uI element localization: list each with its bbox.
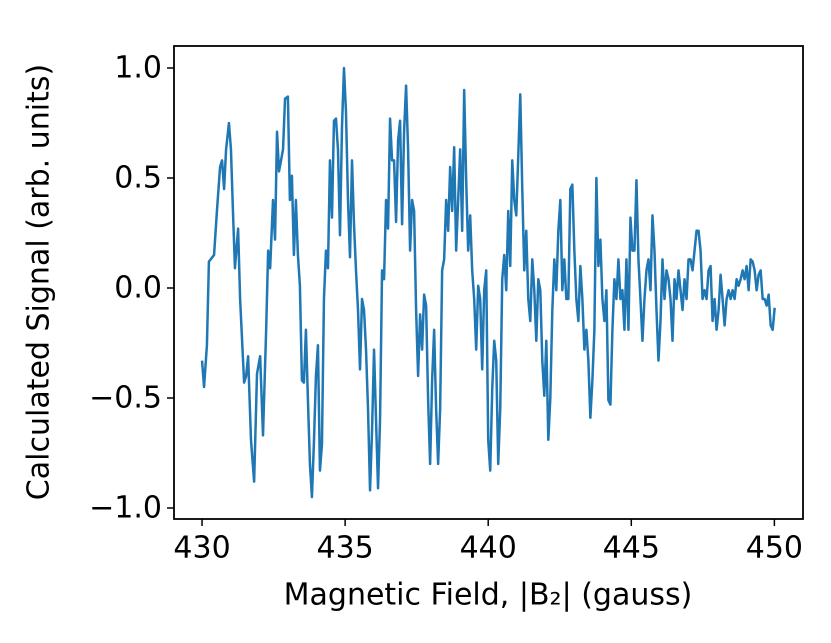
y-tick-label: 0.0	[114, 271, 162, 306]
y-tick-label: −1.0	[89, 491, 162, 526]
x-tick-label: 450	[746, 531, 803, 566]
data-line	[200, 66, 776, 499]
x-tick-label: 445	[603, 531, 660, 566]
y-tick-label: −0.5	[89, 381, 162, 416]
y-tick-label: 0.5	[114, 161, 162, 196]
x-tick-label: 435	[316, 531, 373, 566]
plot-frame	[173, 45, 804, 520]
x-axis-label: Magnetic Field, |B₂| (gauss)	[284, 578, 693, 613]
y-tick-label: 1.0	[114, 51, 162, 86]
x-tick-label: 430	[173, 531, 230, 566]
x-tick-label: 440	[460, 531, 517, 566]
y-axis-label: Calculated Signal (arb. units)	[22, 64, 57, 500]
